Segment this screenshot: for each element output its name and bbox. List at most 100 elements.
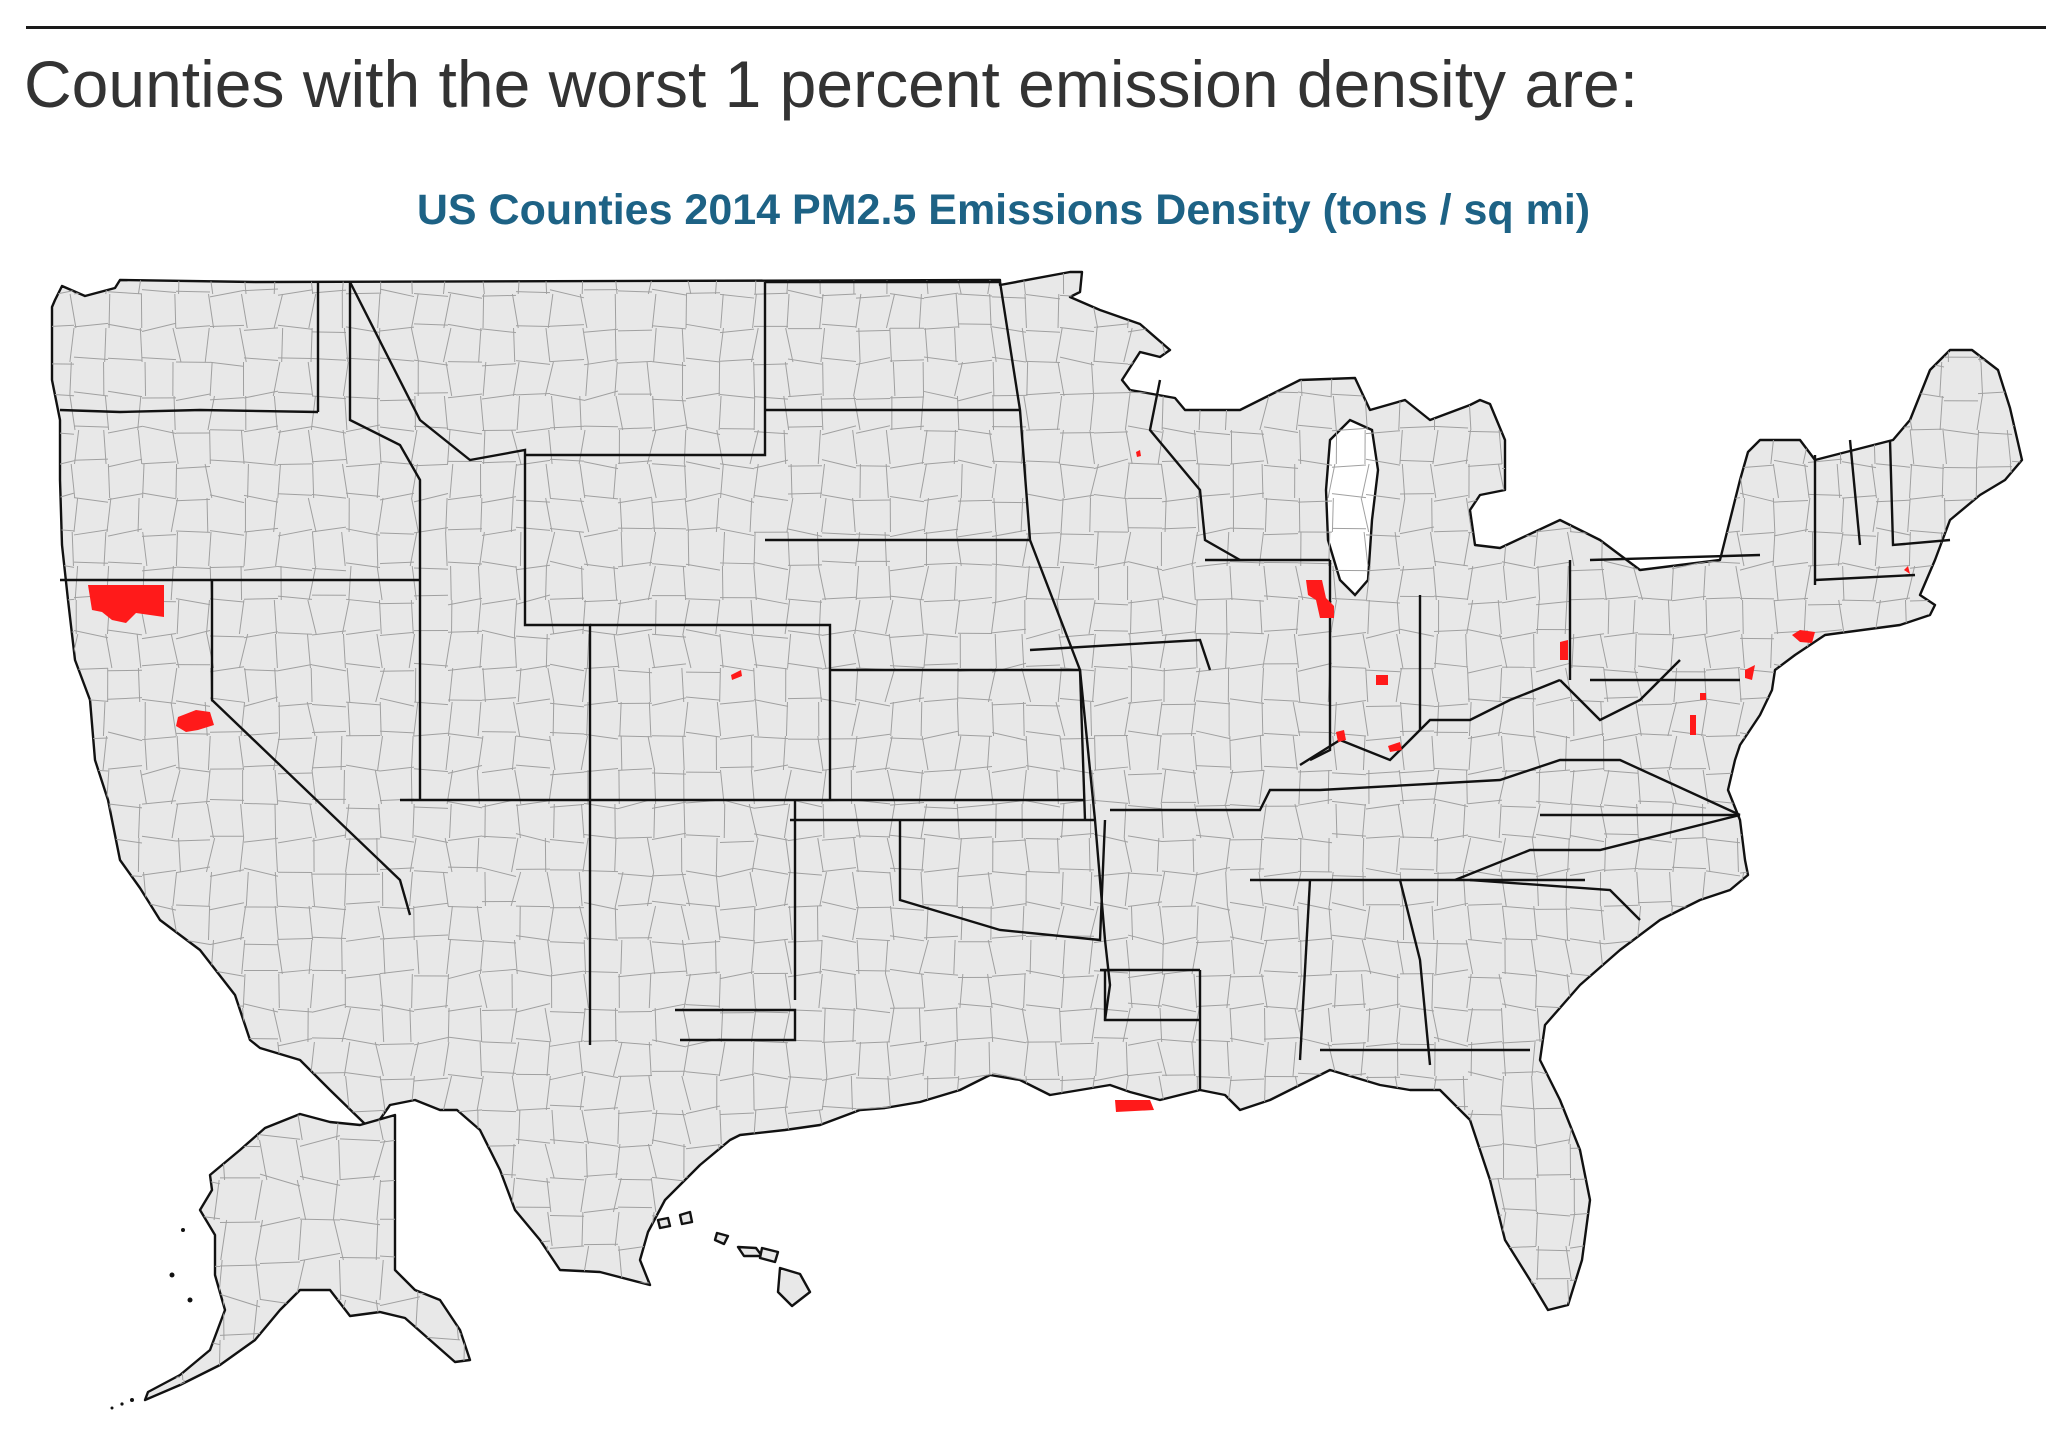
county-line bbox=[923, 528, 959, 534]
county-line bbox=[277, 595, 313, 600]
county-line bbox=[175, 839, 211, 842]
county-line bbox=[1836, 905, 1848, 941]
county-line bbox=[613, 565, 618, 601]
county-line bbox=[1394, 327, 1403, 363]
county-line bbox=[410, 599, 414, 635]
county-line bbox=[617, 873, 653, 878]
county-line bbox=[855, 629, 891, 637]
county-line bbox=[311, 730, 347, 734]
county-line bbox=[1331, 598, 1367, 601]
county-line bbox=[1565, 667, 1573, 703]
county-line bbox=[991, 903, 1027, 909]
county-line bbox=[1161, 936, 1197, 945]
county-line bbox=[1025, 293, 1061, 300]
county-line bbox=[1735, 565, 1743, 601]
county-line bbox=[1705, 1009, 1741, 1014]
county-line bbox=[1025, 1106, 1061, 1114]
county-line bbox=[1637, 1074, 1673, 1078]
county-line bbox=[1739, 765, 1775, 772]
county-line bbox=[1025, 1245, 1030, 1281]
county-line bbox=[299, 1340, 341, 1346]
county-line bbox=[821, 935, 857, 943]
county-line bbox=[1501, 1208, 1537, 1211]
county-line bbox=[889, 1111, 925, 1114]
county-line bbox=[722, 531, 726, 567]
county-line bbox=[613, 1041, 623, 1077]
county-line bbox=[139, 769, 147, 805]
county-line bbox=[957, 804, 993, 809]
county-line bbox=[1738, 973, 1744, 1009]
county-line bbox=[617, 1109, 620, 1145]
county-line bbox=[413, 323, 449, 326]
county-line bbox=[987, 939, 997, 975]
county-line bbox=[1636, 803, 1639, 839]
county-line bbox=[479, 1245, 484, 1281]
county-line bbox=[1263, 937, 1299, 942]
county-line bbox=[821, 293, 857, 297]
county-line bbox=[1535, 833, 1571, 840]
county-line bbox=[1294, 1314, 1296, 1348]
county-line bbox=[481, 294, 517, 297]
county-line bbox=[1569, 733, 1605, 742]
county-line bbox=[1399, 293, 1406, 329]
county-line bbox=[889, 425, 925, 430]
county-line bbox=[141, 322, 177, 332]
county-line bbox=[376, 837, 378, 873]
county-line bbox=[220, 1114, 228, 1141]
county-line bbox=[855, 295, 891, 299]
county-line bbox=[1433, 1174, 1469, 1179]
county-line bbox=[1158, 361, 1164, 397]
county-line bbox=[1802, 1041, 1812, 1077]
county-line bbox=[1093, 1308, 1129, 1310]
county-line bbox=[1601, 565, 1607, 601]
county-line bbox=[73, 322, 109, 328]
county-line bbox=[1431, 1007, 1440, 1043]
county-line bbox=[1229, 431, 1265, 435]
county-line bbox=[991, 839, 1027, 843]
county-line bbox=[1331, 902, 1367, 912]
county-line bbox=[272, 1007, 282, 1043]
county-line bbox=[1095, 531, 1099, 567]
county-line bbox=[787, 528, 823, 537]
county-line bbox=[347, 701, 351, 737]
county-line bbox=[1229, 392, 1265, 399]
county-line bbox=[1944, 497, 1946, 533]
county-line bbox=[141, 942, 177, 946]
county-line bbox=[1501, 1143, 1537, 1149]
county-line bbox=[447, 361, 483, 363]
county-line bbox=[1875, 1008, 1911, 1012]
county-line bbox=[1804, 463, 1810, 499]
county-line bbox=[1535, 769, 1571, 774]
county-line bbox=[1059, 494, 1095, 501]
county-line bbox=[103, 531, 107, 567]
county-line bbox=[1940, 1007, 1950, 1043]
county-line bbox=[1875, 356, 1911, 360]
county-line bbox=[886, 769, 896, 805]
county-line bbox=[379, 836, 415, 843]
county-line bbox=[311, 1109, 347, 1114]
county-line bbox=[923, 1109, 928, 1145]
county-line bbox=[511, 837, 519, 873]
county-line bbox=[273, 293, 284, 329]
county-line bbox=[209, 397, 245, 401]
county-line bbox=[1872, 497, 1879, 533]
county-line bbox=[1161, 1004, 1197, 1013]
county-line bbox=[651, 463, 687, 467]
county-line bbox=[379, 561, 415, 565]
county-line bbox=[1467, 664, 1503, 674]
county-line bbox=[1878, 769, 1882, 805]
county-line bbox=[1705, 1277, 1741, 1282]
county-line bbox=[1770, 1279, 1773, 1310]
county-line bbox=[1157, 272, 1160, 295]
county-line bbox=[1703, 1177, 1711, 1213]
county-line bbox=[753, 1040, 789, 1044]
county-line bbox=[1975, 1041, 1982, 1077]
county-line bbox=[1973, 701, 1978, 737]
county-line bbox=[1945, 633, 1949, 669]
county-line bbox=[1536, 1245, 1539, 1281]
county-line bbox=[209, 937, 245, 946]
county-line bbox=[853, 395, 861, 431]
county-line bbox=[1738, 905, 1743, 941]
county-line bbox=[1094, 735, 1096, 771]
highlighted-county bbox=[1700, 693, 1706, 700]
